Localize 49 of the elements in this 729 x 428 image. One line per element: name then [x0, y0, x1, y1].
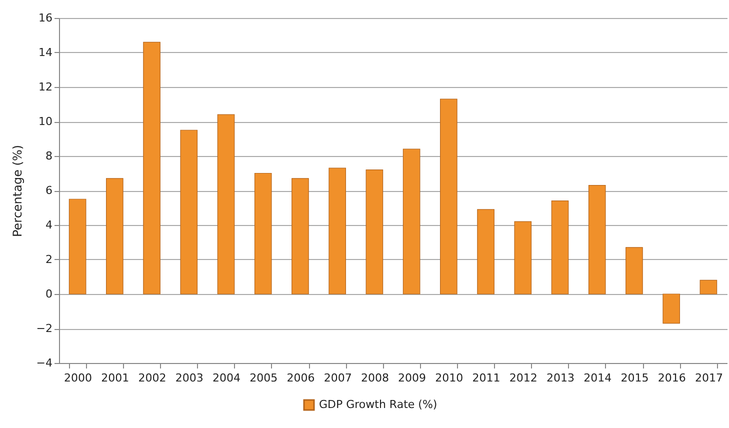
legend-label: GDP Growth Rate (%)	[319, 398, 438, 411]
x-tick-label: 2014	[584, 372, 612, 384]
x-tick-label: 2015	[620, 372, 649, 384]
x-tick-label: 2008	[360, 372, 389, 384]
y-tick-label: −2	[36, 322, 52, 335]
bar	[402, 148, 420, 294]
x-tick-label: 2004	[212, 372, 240, 384]
bar	[551, 200, 569, 294]
bar	[292, 178, 309, 294]
bar	[700, 280, 718, 294]
bar	[180, 130, 198, 294]
bar	[514, 221, 532, 294]
x-tick-label: 2010	[435, 372, 464, 384]
x-tick-label: 2009	[398, 372, 426, 384]
bar	[366, 170, 384, 294]
y-tick-label: −4	[36, 356, 52, 370]
x-tick-label: 2003	[175, 372, 204, 384]
y-tick-label: 0	[46, 288, 52, 300]
x-tick-label: 2007	[324, 372, 352, 384]
y-axis-title: Percentage (%)	[10, 144, 24, 238]
x-tick-label: 2012	[509, 372, 538, 384]
bar	[143, 42, 160, 294]
y-tick-label: 16	[38, 12, 52, 24]
bar	[588, 185, 606, 294]
x-tick-label: 2002	[138, 372, 166, 384]
y-tick-label: 2	[46, 253, 52, 266]
y-tick-label: 6	[46, 184, 52, 197]
x-tick-label: 2011	[472, 372, 500, 384]
x-tick-label: 2005	[250, 372, 278, 384]
y-tick-label: 14	[38, 46, 52, 59]
bar	[477, 209, 494, 294]
bar	[328, 168, 346, 294]
bar	[68, 198, 86, 294]
bar	[106, 178, 124, 294]
y-tick-label: 12	[38, 80, 52, 94]
bar	[254, 172, 272, 294]
x-tick-label: 2013	[546, 372, 574, 384]
x-tick-label: 2006	[286, 372, 315, 384]
x-tick-label: 2000	[64, 372, 92, 384]
x-tick-label: 2001	[101, 372, 130, 384]
bar	[440, 98, 458, 294]
x-tick-label: 2016	[658, 372, 686, 384]
y-tick-label: 8	[46, 150, 52, 162]
x-tick-label: 2017	[694, 372, 723, 384]
bar	[626, 247, 643, 294]
bar	[662, 294, 680, 324]
y-tick-label: 10	[38, 115, 52, 128]
bar	[217, 114, 235, 294]
y-tick-label: 4	[46, 218, 52, 232]
